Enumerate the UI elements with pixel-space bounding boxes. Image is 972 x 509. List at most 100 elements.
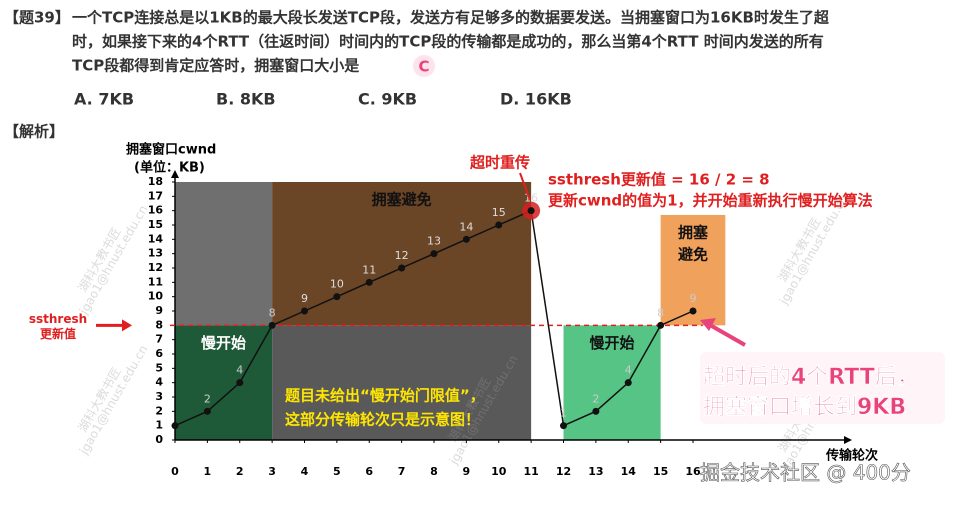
y-tick-label: 15 bbox=[148, 218, 163, 231]
x-tick-label: 3 bbox=[268, 465, 276, 478]
phase-label: 拥塞 bbox=[678, 223, 709, 241]
data-label: 2 bbox=[592, 392, 599, 405]
y-tick-label: 16 bbox=[148, 204, 164, 217]
data-label: 2 bbox=[204, 392, 211, 405]
data-point bbox=[592, 407, 600, 415]
threshold-arrowhead bbox=[122, 319, 132, 332]
y-tick-label: 17 bbox=[148, 189, 163, 202]
data-point bbox=[430, 250, 438, 258]
phase-label: 拥塞避免 bbox=[372, 191, 432, 209]
y-tick-label: 9 bbox=[155, 304, 163, 317]
data-label: 1 bbox=[560, 407, 567, 420]
x-tick-label: 13 bbox=[588, 465, 603, 478]
option: C. 9KB bbox=[358, 90, 417, 109]
x-tick-label: 14 bbox=[621, 465, 637, 478]
option: B. 8KB bbox=[216, 90, 276, 109]
threshold-label: ssthresh bbox=[29, 312, 87, 326]
y-tick-label: 18 bbox=[148, 175, 163, 188]
x-tick-label: 12 bbox=[556, 465, 571, 478]
y-axis-label: 拥塞窗口cwnd bbox=[126, 142, 216, 158]
x-tick-label: 11 bbox=[523, 465, 538, 478]
watermark: jgao1@hnust.edu.cn bbox=[776, 193, 850, 308]
data-point bbox=[495, 221, 503, 229]
y-tick-label: 7 bbox=[155, 333, 163, 346]
y-tick-label: 0 bbox=[155, 433, 163, 446]
data-label: 13 bbox=[427, 235, 441, 248]
data-point bbox=[171, 422, 179, 430]
x-tick-label: 15 bbox=[653, 465, 668, 478]
y-tick-label: 8 bbox=[155, 318, 163, 331]
data-label: 16 bbox=[524, 192, 538, 205]
x-tick-label: 16 bbox=[685, 465, 701, 478]
x-tick-label: 7 bbox=[398, 465, 406, 478]
x-tick-label: 10 bbox=[491, 465, 507, 478]
y-axis-arrow bbox=[171, 170, 179, 178]
x-axis-label: 传输轮次 bbox=[825, 448, 878, 464]
callout-box bbox=[700, 352, 945, 424]
data-point bbox=[268, 321, 276, 329]
y-tick-label: 12 bbox=[148, 261, 163, 274]
data-point bbox=[462, 235, 470, 243]
y-tick-label: 1 bbox=[155, 419, 163, 432]
phase-region bbox=[272, 325, 532, 440]
y-axis-unit: (单位：KB) bbox=[134, 160, 205, 176]
phase-region bbox=[175, 182, 273, 326]
callout-text: 超时后的4个RTT后， bbox=[703, 364, 919, 390]
x-axis-arrow bbox=[844, 436, 852, 444]
data-point bbox=[301, 307, 308, 315]
data-point bbox=[333, 293, 341, 301]
watermark: jgao1@hnust.edu.cn bbox=[76, 343, 150, 458]
y-tick-label: 2 bbox=[155, 404, 163, 417]
x-tick-label: 8 bbox=[430, 465, 438, 478]
x-tick-label: 5 bbox=[333, 465, 341, 478]
data-point bbox=[624, 379, 632, 387]
phase-label: 慢开始 bbox=[590, 334, 635, 352]
phase-label: 慢开始 bbox=[201, 334, 246, 352]
data-point bbox=[236, 379, 244, 387]
data-label: 12 bbox=[395, 249, 409, 262]
phase-region bbox=[175, 325, 273, 440]
y-tick-label: 14 bbox=[148, 232, 164, 245]
watermark: jgao1@hnust.edu.cn bbox=[76, 203, 150, 318]
x-tick-label: 0 bbox=[171, 465, 179, 478]
data-label: 8 bbox=[657, 306, 664, 319]
y-tick-label: 4 bbox=[155, 376, 163, 389]
y-tick-label: 11 bbox=[148, 275, 163, 288]
data-label: 4 bbox=[625, 364, 632, 377]
phase-region bbox=[272, 182, 532, 326]
y-tick-label: 13 bbox=[148, 247, 163, 260]
data-point bbox=[527, 207, 535, 215]
question-line: TCP段都得到肯定应答时，拥塞窗口大小是 bbox=[72, 57, 360, 75]
option: A. 7KB bbox=[74, 90, 134, 109]
x-tick-label: 2 bbox=[236, 465, 244, 478]
data-label: 11 bbox=[362, 263, 376, 276]
footer-watermark: 掘金技术社区 @ 400分 bbox=[700, 461, 911, 485]
data-label: 9 bbox=[690, 292, 697, 305]
question-line: 一个TCP连接总是以1KB的最大段长发送TCP段，发送方有足够多的数据要发送。当… bbox=[72, 9, 830, 27]
phase-region bbox=[660, 214, 726, 326]
data-point bbox=[560, 422, 567, 430]
callout-arrow bbox=[709, 323, 746, 347]
analysis-label: 【解析】 bbox=[4, 123, 64, 141]
answer-badge bbox=[413, 55, 435, 77]
answer: C bbox=[418, 58, 429, 76]
data-label: 15 bbox=[492, 206, 506, 219]
y-tick-label: 3 bbox=[155, 390, 163, 403]
timeout-arrow bbox=[519, 172, 531, 201]
timeout-note: 更新cwnd的值为1，并开始重新执行慢开始算法 bbox=[548, 192, 873, 210]
y-tick-label: 5 bbox=[155, 361, 163, 374]
option: D. 16KB bbox=[500, 90, 572, 109]
data-label: 8 bbox=[269, 306, 276, 319]
phase-region bbox=[563, 325, 661, 440]
question-number: 【题39】 bbox=[4, 9, 70, 27]
timeout-label: 超时重传 bbox=[469, 154, 530, 172]
data-point bbox=[398, 264, 406, 272]
x-tick-label: 9 bbox=[463, 465, 471, 478]
data-label: 9 bbox=[301, 292, 308, 305]
y-tick-label: 10 bbox=[148, 290, 164, 303]
x-tick-label: 6 bbox=[365, 465, 373, 478]
callout-text: 拥塞窗口增长到9KB bbox=[703, 394, 906, 420]
callout-arrowhead bbox=[700, 318, 716, 331]
